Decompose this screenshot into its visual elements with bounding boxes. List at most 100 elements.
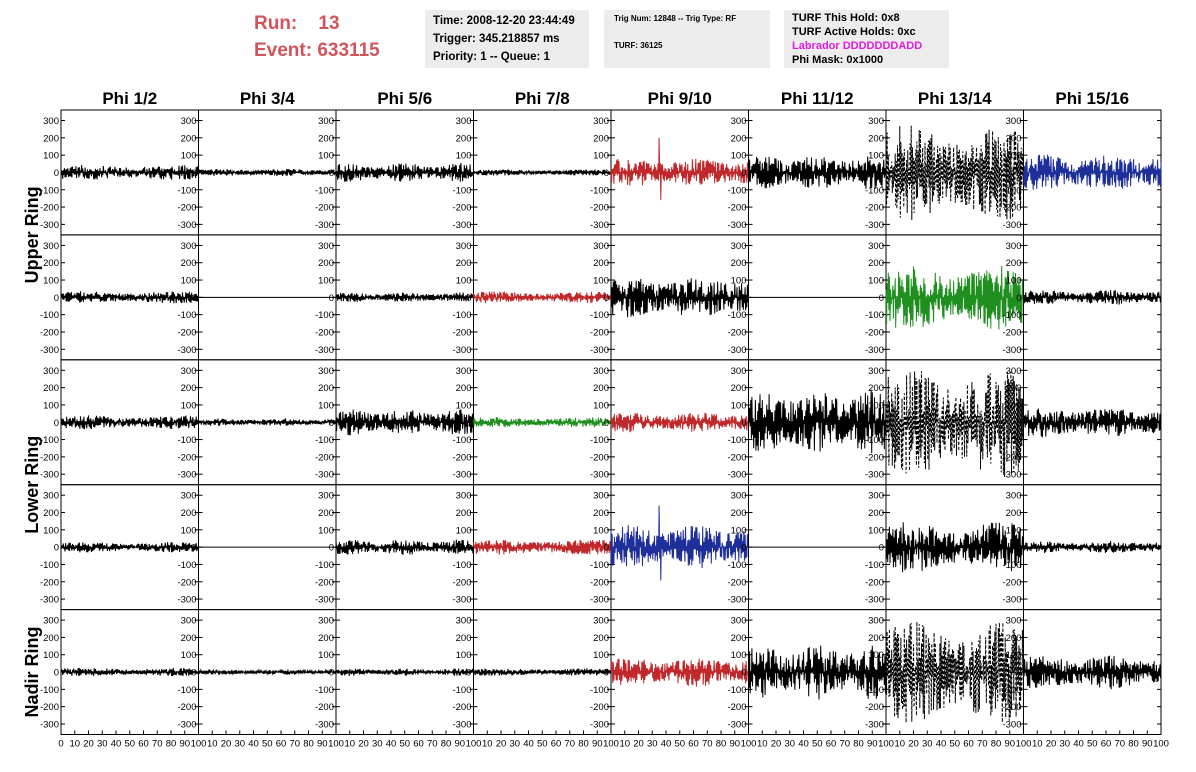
y-tick-label-r3-c6: 200 [731,383,747,394]
y-tick-label-r4-c6: 0 [741,543,746,554]
x-tick-label-c3: 10 [344,739,355,750]
y-tick-label-r2-c7: 300 [868,241,884,252]
x-tick-label-c3: 30 [372,739,383,750]
y-tick-label-r5-c6: 100 [731,650,747,661]
y-tick-label-r3-c8: 0 [1016,418,1021,429]
y-tick-label-r4-c2: 100 [181,525,197,536]
y-tick-label-r1-c2: 0 [191,168,196,179]
y-tick-label-r3-c2: 200 [181,383,197,394]
waveform-r4-c5 [610,505,749,581]
y-tick-label-r1-c3: 300 [318,116,334,127]
y-tick-label-r3-c7: 200 [868,383,884,394]
y-tick-label-r5-c8: 300 [1006,616,1022,627]
y-tick-label-r4-c3: -300 [315,595,334,606]
y-tick-label-r1-c6: 0 [741,168,746,179]
y-tick-label-r5-c3: 100 [318,650,334,661]
y-tick-label-r4-c4: 100 [456,525,472,536]
y-tick-label-r1-c2: 100 [181,151,197,162]
y-tick-label-r1-c5: -100 [590,185,609,196]
x-tick-label-c1: 30 [97,739,108,750]
x-tick-label-c8: 50 [1087,739,1098,750]
x-tick-label-c7: 30 [922,739,933,750]
run-row: Run: 13 [254,10,380,37]
y-tick-label-r2-c1: -300 [40,345,59,356]
y-tick-label-r2-c8: 0 [1016,293,1021,304]
y-tick-label-r1-c4: -100 [452,185,471,196]
y-tick-label-r3-c6: -100 [727,435,746,446]
y-tick-label-r1-c8: 200 [1006,133,1022,144]
y-tick-label-r1-c5: 0 [604,168,609,179]
x-tick-label-c8: 40 [1073,739,1084,750]
waveform-r1-c7 [885,125,1024,221]
waveform-r3-c1 [60,415,199,430]
y-tick-label-r2-c5: 200 [593,258,609,269]
x-tick-label-c6: 80 [853,739,864,750]
x-tick-label-c8: 90 [1142,739,1153,750]
y-tick-label-r5-c4: 200 [456,633,472,644]
y-tick-label-r4-c3: -200 [315,577,334,588]
x-tick-label-c6: 70 [839,739,850,750]
y-tick-label-r4-c3: 100 [318,525,334,536]
turf-active-holds-text: TURF Active Holds: 0xc [792,26,916,38]
x-tick-label-c2: 80 [303,739,314,750]
row-label-3: Nadir Ring [22,627,42,718]
x-tick-label-c7: 20 [908,739,919,750]
y-tick-label-r4-c1: 0 [54,543,59,554]
y-tick-label-r1-c6: 100 [731,151,747,162]
x-tick-label-c4: 20 [496,739,507,750]
y-tick-label-r5-c8: -300 [1002,719,1021,730]
y-tick-label-r1-c7: -200 [865,203,884,214]
y-tick-label-r4-c3: 300 [318,491,334,502]
waveform-r3-c5 [610,412,749,433]
y-tick-label-r1-c5: -200 [590,203,609,214]
y-tick-label-r1-c8: -100 [1002,185,1021,196]
y-tick-label-r5-c2: -200 [177,702,196,713]
y-tick-label-r1-c8: -200 [1002,203,1021,214]
y-tick-label-r5-c7: 300 [868,616,884,627]
x-tick-label-c3: 70 [427,739,438,750]
y-tick-label-r4-c4: 0 [466,543,471,554]
y-tick-label-r5-c1: 0 [54,668,59,679]
y-tick-label-r2-c8: -100 [1002,310,1021,321]
x-tick-label-c2: 40 [248,739,259,750]
x-tick-label-c5: 90 [729,739,740,750]
time-text: Time: 2008-12-20 23:44:49 [433,15,575,27]
x-tick-label-c3: 40 [386,739,397,750]
y-tick-label-r2-c2: -100 [177,310,196,321]
y-tick-label-r4-c5: 200 [593,508,609,519]
y-tick-label-r2-c8: 100 [1006,276,1022,287]
x-tick-label-c8: 20 [1046,739,1057,750]
turf-info-box: TURF This Hold: 0x8 TURF Active Holds: 0… [784,10,949,68]
y-tick-label-r1-c7: 0 [879,168,884,179]
x-tick-label-c3: 50 [399,739,410,750]
y-tick-label-r4-c8: 0 [1016,543,1021,554]
x-tick-label-c2: 20 [221,739,232,750]
event-row: Event: 633115 [254,37,380,64]
y-tick-label-r1-c7: -100 [865,185,884,196]
y-tick-label-r3-c3: 0 [329,418,334,429]
x-tick-label-c4: 100 [603,739,619,750]
waveform-r3-c2 [198,418,337,426]
y-tick-label-r2-c2: 200 [181,258,197,269]
x-tick-label-c1: 80 [166,739,177,750]
y-tick-label-r5-c5: 100 [593,650,609,661]
x-tick-label-c8: 10 [1032,739,1043,750]
waveform-r5-c3 [335,668,474,676]
y-tick-label-r5-c6: 0 [741,668,746,679]
y-tick-label-r3-c5: 300 [593,366,609,377]
waveform-r5-c8 [1023,655,1162,690]
event-value: 633115 [317,40,380,61]
x-tick-label-c8: 100 [1153,739,1169,750]
y-tick-label-r4-c4: 200 [456,508,472,519]
y-tick-label-r3-c5: -100 [590,435,609,446]
y-tick-label-r2-c7: -200 [865,327,884,338]
y-tick-label-r4-c2: -100 [177,560,196,571]
waveform-r2-c1 [60,291,199,304]
x-tick-label-c5: 30 [647,739,658,750]
x-tick-label-c6: 20 [771,739,782,750]
x-tick-label-c4: 10 [482,739,493,750]
x-tick-label-c7: 50 [949,739,960,750]
y-tick-label-r2-c7: -300 [865,345,884,356]
waveform-r5-c5 [610,658,749,687]
y-tick-label-r4-c4: -200 [452,577,471,588]
